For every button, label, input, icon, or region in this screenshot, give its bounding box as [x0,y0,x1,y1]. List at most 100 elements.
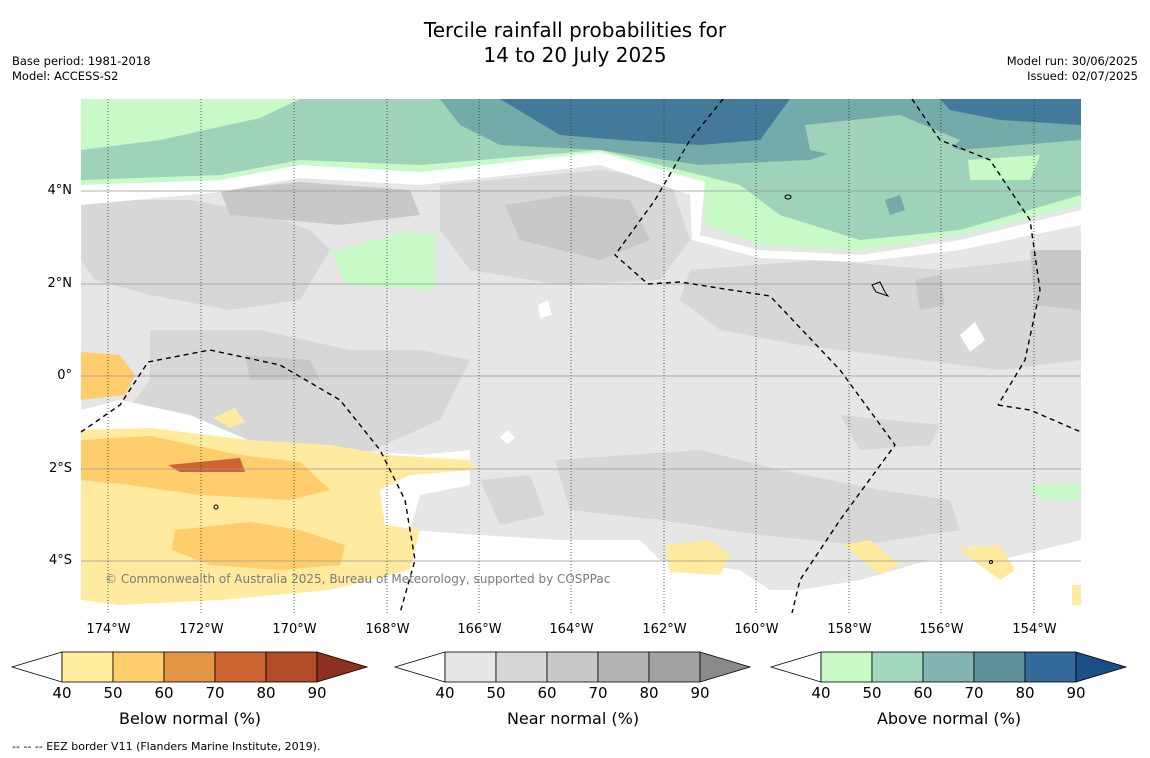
title-line-1: Tercile rainfall probabilities for [423,18,727,42]
lon-tick-168w: 168°W [365,622,410,637]
colorbar-segment [163,651,216,683]
colorbar-segment [546,651,599,683]
above-normal-40-east-patch [968,155,1040,180]
lat-tick-2s: 2°S [48,461,72,476]
lon-tick-160w: 160°W [734,622,779,637]
near-normal-50-region-south [555,450,960,545]
eez-border-lines [81,99,1081,613]
colorbar-tick: 50 [862,684,882,702]
colorbar-graphics [10,651,1128,683]
colorbar-segment [495,651,548,683]
below-normal-40-south-far-east [958,545,1015,580]
below-normal-40-south-center [665,540,730,575]
near-normal-60-region-east [1030,250,1081,310]
colorbar-tick: 80 [1015,684,1035,702]
colorbar-segment [871,651,924,683]
colorbar-tick: 80 [639,684,659,702]
colorbar-extend-low [769,651,822,683]
colorbar-extend-high [316,651,369,683]
eez-border-east-south [997,404,1081,433]
lat-tick-0: 0° [57,368,72,383]
lat-tick-4n: 4°N [47,183,73,198]
above-normal-40-mid-patch [332,232,435,290]
colorbar-extend-low [10,651,63,683]
below-normal-50-region-south [172,522,345,570]
above-normal-50-island-east [805,115,960,170]
colorbar-segment [112,651,165,683]
lat-tick-2n: 2°N [47,276,73,291]
colorbar-tick: 50 [486,684,506,702]
below-normal-70-region [168,458,245,472]
forecast-map [81,99,1081,613]
colorbar-segment [61,651,114,683]
title-line-2: 14 to 20 July 2025 [483,43,667,67]
colorbar-segment [973,651,1026,683]
colorbar-tick: 50 [103,684,123,702]
colorbar-segment [922,651,975,683]
above-normal-70-region [500,99,790,145]
meta-left: Base period: 1981-2018 Model: ACCESS-S2 [12,54,151,84]
colorbar-segment [1024,651,1077,683]
colorbar-near-normal [393,651,752,683]
latitude-gridlines [81,190,1081,562]
lon-tick-174w: 174°W [86,622,131,637]
copyright-notice: © Commonwealth of Australia 2025, Bureau… [105,572,611,586]
colorbar-tick: 80 [256,684,276,702]
colorbar-above-normal [769,651,1128,683]
eez-legend-footer: -- -- -- EEZ border V11 (Flanders Marine… [12,740,321,753]
colorbar-segment [820,651,873,683]
no-dominant-spot-1 [538,300,552,318]
colorbar-segment [214,651,267,683]
colorbar-tick: 40 [811,684,831,702]
colorbar-label-near-normal: Near normal (%) [506,709,640,728]
colorbar-segment [265,651,318,683]
no-dominant-spot-2 [500,430,515,444]
no-dominant-spot-3 [960,322,985,352]
below-normal-40-edge [1072,585,1081,605]
colorbar-segment [597,651,650,683]
chart-title: Tercile rainfall probabilities for 14 to… [0,18,1150,68]
above-normal-40-pocket [120,99,300,140]
model-run-text: Model run: 30/06/2025 [1006,54,1138,68]
eez-border-center [614,99,896,613]
near-normal-50-region-west [81,200,330,310]
colorbar-tick: 70 [588,684,608,702]
lon-tick-158w: 158°W [827,622,872,637]
colorbar-tick: 40 [52,684,72,702]
lon-tick-162w: 162°W [642,622,687,637]
meta-right: Model run: 30/06/2025 Issued: 02/07/2025 [1007,54,1138,84]
colorbar-label-below-normal: Below normal (%) [118,709,262,728]
lon-tick-170w: 170°W [272,622,317,637]
colorbar-below-normal [10,651,369,683]
below-normal-40-south-east [843,540,900,575]
eez-border-west [81,349,416,613]
eez-border-east-north [911,99,1041,406]
colorbar-tick: 60 [913,684,933,702]
map-fill-layer [81,99,1081,613]
colorbar-tick: 90 [690,684,710,702]
colorbar-extend-low [393,651,446,683]
near-normal-50-region-southeast [840,415,940,450]
base-period-text: Base period: 1981-2018 [12,54,151,68]
above-normal-70-region-east [940,99,1081,125]
issued-text: Issued: 02/07/2025 [1027,69,1138,83]
model-text: Model: ACCESS-S2 [12,69,119,83]
below-normal-40-spot [213,408,245,428]
near-normal-60-region-spot [915,275,945,310]
colorbar-tick: 90 [307,684,327,702]
colorbar-tick: 90 [1066,684,1086,702]
colorbar-tick: 40 [435,684,455,702]
island-outlines [213,194,993,564]
lon-tick-166w: 166°W [457,622,502,637]
colorbar-tick: 60 [154,684,174,702]
lon-tick-154w: 154°W [1012,622,1057,637]
lon-tick-156w: 156°W [919,622,964,637]
near-normal-50-region-southwest [480,475,545,525]
colorbar-extend-high [1075,651,1128,683]
above-normal-40-south-east-patch [1030,483,1081,500]
no-dominant-region-north [81,152,1081,262]
lat-tick-4s: 4°S [48,553,72,568]
lon-tick-164w: 164°W [549,622,594,637]
colorbar-tick: 70 [964,684,984,702]
lon-tick-172w: 172°W [179,622,224,637]
